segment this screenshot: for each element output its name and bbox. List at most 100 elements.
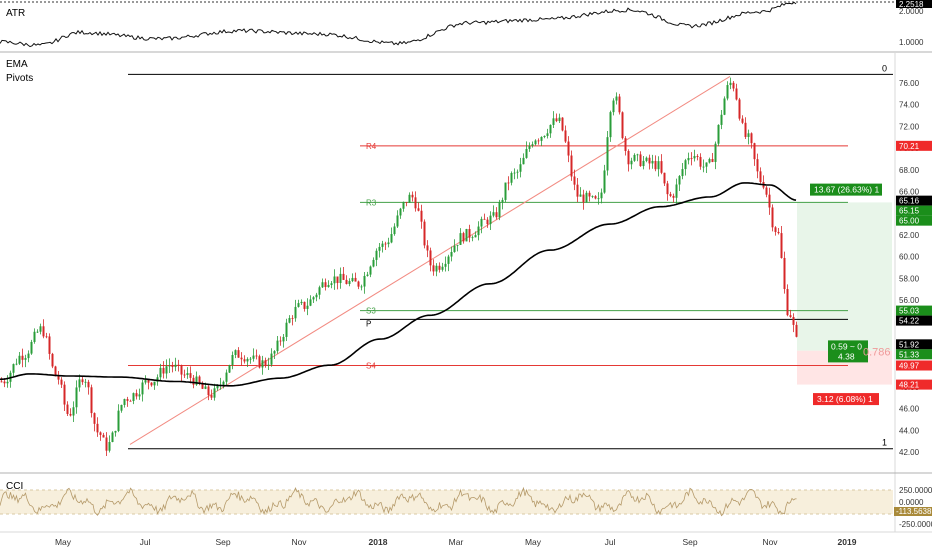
candle-body (447, 256, 450, 264)
candle-body (384, 243, 387, 245)
time-axis-label: Sep (682, 537, 697, 547)
candle-body (99, 432, 102, 435)
candle-body (48, 336, 51, 354)
candle-body (60, 379, 63, 385)
candle-body (336, 276, 339, 284)
candle-body (474, 235, 477, 238)
candle-body (600, 192, 603, 199)
candle-body (780, 233, 783, 258)
candle-body (366, 274, 369, 276)
candle-body (108, 441, 111, 451)
candle-body (549, 124, 552, 134)
candle-body (648, 157, 651, 164)
candle-body (789, 315, 792, 318)
candle-body (273, 351, 276, 354)
candle-body (417, 208, 420, 211)
candle-body (483, 218, 486, 220)
candle-body (96, 423, 99, 433)
candle-body (21, 355, 24, 360)
candle-body (792, 317, 795, 325)
candle-body (597, 198, 600, 200)
candle-body (333, 276, 336, 284)
candle-body (0, 381, 3, 383)
candle-body (126, 399, 129, 401)
candle-body (6, 381, 9, 384)
candle-body (591, 196, 594, 197)
candle-body (54, 366, 57, 377)
candle-body (753, 143, 756, 160)
candle-body (204, 386, 207, 389)
profit-label-bg (810, 183, 882, 196)
candle-body (735, 88, 738, 100)
candle-body (306, 305, 309, 309)
candle-body (627, 150, 630, 165)
candle-body (414, 197, 417, 209)
price-label-ema: 65.16 (899, 197, 920, 206)
candle-body (402, 201, 405, 209)
time-axis-label: May (55, 537, 72, 547)
candle-body (342, 273, 345, 280)
price-label-entry-bg (896, 349, 932, 360)
candle-body (708, 159, 711, 163)
candle-body (369, 266, 372, 275)
candle-body (528, 145, 531, 149)
atr-title: ATR (6, 8, 25, 19)
candle-body (618, 96, 621, 113)
price-tick: 72.00 (899, 122, 920, 131)
cci-last-label: -113.5638 (896, 507, 932, 516)
candle-body (495, 212, 498, 218)
candle-body (429, 250, 432, 266)
candle-body (36, 331, 39, 333)
price-label-r4-bg (896, 140, 932, 151)
profit-label: 13.67 (26.63%) 1 (814, 185, 879, 195)
candle-body (468, 228, 471, 238)
atr-tick-2: 2.0000 (899, 7, 924, 16)
candle-body (768, 194, 771, 208)
candle-body (27, 353, 30, 359)
candle-body (783, 257, 786, 290)
candle-body (717, 124, 720, 144)
candle-body (276, 340, 279, 352)
candle-body (258, 356, 261, 368)
ema-line (0, 182, 797, 387)
candle-body (378, 246, 381, 251)
candle-body (624, 138, 627, 151)
candle-body (351, 277, 354, 282)
candle-body (555, 118, 558, 122)
candle-body (129, 400, 132, 402)
candle-body (171, 365, 174, 367)
price-label-s4-bg (896, 360, 932, 371)
risk-reward-line-1: 0.59 ~ 0 (831, 341, 862, 351)
risk-reward-label-bg (828, 340, 868, 363)
candle-body (576, 184, 579, 197)
candle-body (756, 159, 759, 172)
candle-body (702, 166, 705, 168)
candle-body (543, 135, 546, 138)
candle-body (213, 388, 216, 398)
atr-last-label-bg (896, 0, 932, 8)
price-tick: 76.00 (899, 79, 920, 88)
price-tick: 66.00 (899, 188, 920, 197)
candle-body (621, 112, 624, 139)
candle-body (195, 376, 198, 385)
candle-body (207, 386, 210, 396)
candle-body (114, 430, 117, 433)
cci-tick-upper: 250.0000 (899, 486, 932, 495)
price-label-target_2-bg (896, 215, 932, 226)
candle-body (675, 184, 678, 198)
candle-body (423, 221, 426, 246)
candle-body (642, 160, 645, 167)
price-label-s4: 49.97 (899, 362, 920, 371)
candle-body (111, 432, 114, 442)
main-title-pivots: Pivots (6, 73, 33, 84)
candle-body (477, 226, 480, 236)
candle-body (504, 182, 507, 200)
pivot-s4-label: S4 (366, 362, 376, 371)
candle-body (360, 286, 363, 288)
candle-body (435, 265, 438, 272)
pivot-r3-label: R3 (366, 198, 377, 207)
atr-line (0, 1, 797, 48)
candle-body (612, 100, 615, 113)
candle-body (438, 265, 441, 270)
